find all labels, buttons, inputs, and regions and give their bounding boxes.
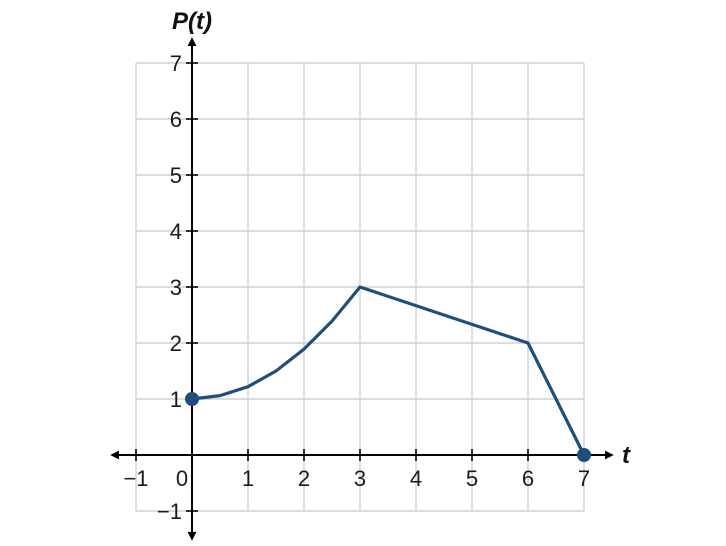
y-tick-label-0: −1 xyxy=(157,499,182,524)
x-tick-label-2: 1 xyxy=(242,466,254,491)
x-tick-label-1: 0 xyxy=(176,466,188,491)
x-tick-label-4: 3 xyxy=(354,466,366,491)
x-tick-label-7: 6 xyxy=(522,466,534,491)
series-line xyxy=(190,285,586,457)
x-tick-label-0: −1 xyxy=(123,466,148,491)
series-points xyxy=(185,392,591,462)
x-tick-label-8: 7 xyxy=(578,466,590,491)
y-tick-label-5: 5 xyxy=(170,163,182,188)
axis-ticks xyxy=(135,62,585,512)
x-tick-label-3: 2 xyxy=(298,466,310,491)
x-axis-title: t xyxy=(622,442,631,469)
x-tick-label-5: 4 xyxy=(410,466,422,491)
y-tick-label-2: 2 xyxy=(170,331,182,356)
y-tick-label-6: 6 xyxy=(170,107,182,132)
tick-labels: −1 0 1 2 3 4 5 6 7 −1 1 2 3 4 5 6 7 xyxy=(123,51,590,524)
y-tick-label-4: 4 xyxy=(170,219,182,244)
y-tick-label-7: 7 xyxy=(170,51,182,76)
y-axis-title: P(t) xyxy=(172,8,212,35)
y-tick-label-1: 1 xyxy=(170,387,182,412)
endpoint-1 xyxy=(577,448,591,462)
endpoint-0 xyxy=(185,392,199,406)
y-tick-label-3: 3 xyxy=(170,275,182,300)
x-tick-label-6: 5 xyxy=(466,466,478,491)
